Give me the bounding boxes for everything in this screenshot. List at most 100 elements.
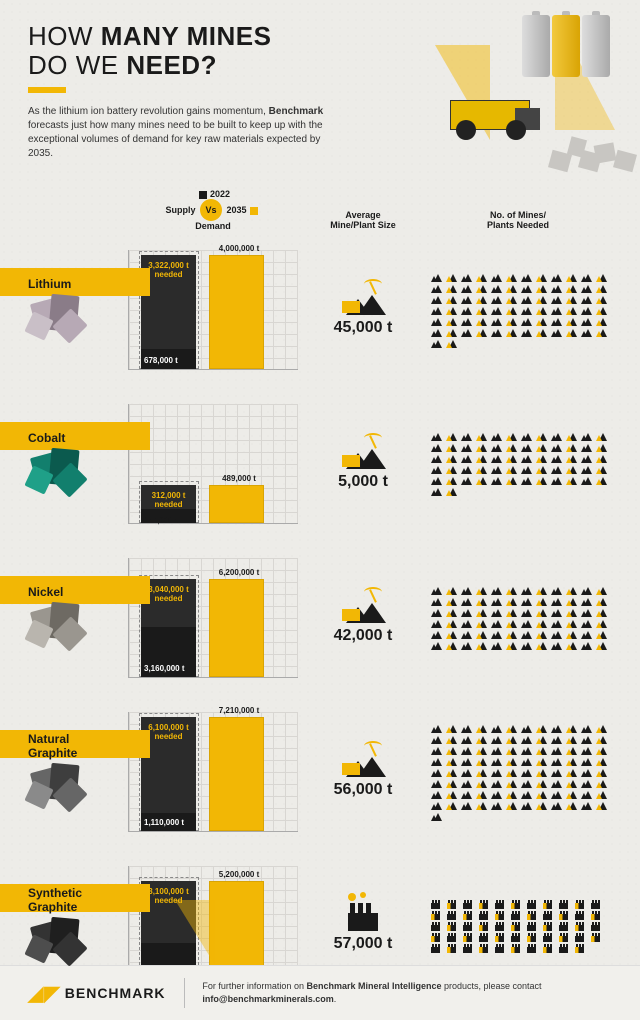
mine-unit-icon <box>518 453 532 463</box>
mine-unit-icon <box>518 596 532 606</box>
title-frag: HOW <box>28 21 101 51</box>
mine-unit-icon <box>548 475 562 485</box>
mine-unit-icon <box>443 453 457 463</box>
brand-logo: ◢◤ BENCHMARK <box>28 981 166 1006</box>
mine-unit-icon <box>578 767 592 777</box>
mine-unit-icon <box>443 640 457 650</box>
mine-unit-icon <box>563 453 577 463</box>
mine-unit-icon <box>578 585 592 595</box>
mine-unit-icon <box>578 475 592 485</box>
mine-unit-icon <box>428 327 442 337</box>
mine-unit-icon <box>488 453 502 463</box>
mine-unit-icon <box>518 442 532 452</box>
mine-unit-icon <box>503 442 517 452</box>
mine-unit-icon <box>458 431 472 441</box>
label-supply: 678,000 t <box>144 356 178 365</box>
legend-demand-swatch <box>250 207 258 215</box>
mine-unit-icon <box>593 327 607 337</box>
plant-unit-icon <box>508 910 523 920</box>
mine-unit-icon <box>533 767 547 777</box>
mine-unit-icon <box>548 618 562 628</box>
mine-unit-icon <box>458 305 472 315</box>
mine-unit-icon <box>443 316 457 326</box>
mine-unit-icon <box>473 800 487 810</box>
mine-unit-icon <box>473 431 487 441</box>
mine-unit-icon <box>458 756 472 766</box>
mine-unit-icon <box>443 486 457 496</box>
mine-unit-icon <box>533 316 547 326</box>
plant-unit-icon <box>428 899 443 909</box>
mine-unit-icon <box>488 475 502 485</box>
mine-unit-icon <box>503 767 517 777</box>
mine-unit-icon <box>548 305 562 315</box>
plant-unit-icon <box>508 899 523 909</box>
mine-unit-icon <box>563 789 577 799</box>
mine-unit-icon <box>488 464 502 474</box>
plant-unit-icon <box>540 943 555 953</box>
mine-unit-icon <box>548 756 562 766</box>
legend-supply-swatch <box>199 191 207 199</box>
plant-unit-icon <box>524 932 539 942</box>
mine-unit-icon <box>503 596 517 606</box>
mine-unit-icon <box>473 629 487 639</box>
mine-unit-icon <box>593 800 607 810</box>
mine-unit-icon <box>533 453 547 463</box>
mine-unit-icon <box>563 431 577 441</box>
mine-unit-icon <box>563 618 577 628</box>
mine-unit-icon <box>428 607 442 617</box>
mine-unit-icon <box>593 272 607 282</box>
mine-unit-icon <box>578 327 592 337</box>
mine-unit-icon <box>593 734 607 744</box>
mine-unit-icon <box>428 734 442 744</box>
mine-unit-icon <box>503 789 517 799</box>
mine-size: 45,000 t <box>298 283 428 337</box>
mine-unit-icon <box>503 464 517 474</box>
mine-unit-icon <box>473 316 487 326</box>
mine-icon <box>340 437 386 469</box>
mine-unit-icon <box>503 327 517 337</box>
mine-unit-icon <box>473 778 487 788</box>
mine-unit-icon <box>473 585 487 595</box>
plant-unit-icon <box>476 910 491 920</box>
mine-unit-icon <box>458 800 472 810</box>
mine-unit-icon <box>578 800 592 810</box>
mine-unit-icon <box>443 767 457 777</box>
bar-demand <box>209 255 264 369</box>
mine-size: 42,000 t <box>298 591 428 645</box>
mine-unit-icon <box>578 607 592 617</box>
mine-unit-icon <box>593 789 607 799</box>
plant-unit-icon <box>588 932 603 942</box>
plant-unit-icon <box>476 899 491 909</box>
mine-unit-icon <box>458 734 472 744</box>
mine-unit-icon <box>428 767 442 777</box>
mine-unit-icon <box>578 316 592 326</box>
mine-unit-icon <box>563 607 577 617</box>
title-frag-bold: NEED? <box>126 50 217 80</box>
mine-unit-icon <box>458 475 472 485</box>
material-name: Cobalt <box>28 431 128 445</box>
supply-demand-chart: 3,322,000 t needed678,000 t4,000,000 t <box>128 250 298 370</box>
mine-unit-icon <box>488 723 502 733</box>
rock-icon <box>28 918 88 966</box>
mine-unit-icon <box>563 475 577 485</box>
mine-unit-icon <box>548 585 562 595</box>
mine-unit-icon <box>578 640 592 650</box>
material-row: Nickel3,040,000 t needed3,160,000 t6,200… <box>28 543 612 693</box>
mine-unit-icon <box>518 283 532 293</box>
mine-unit-icon <box>473 723 487 733</box>
mine-unit-icon <box>458 442 472 452</box>
mine-unit-icon <box>518 316 532 326</box>
plant-unit-icon <box>460 899 475 909</box>
mine-unit-icon <box>473 640 487 650</box>
mine-unit-icon <box>578 283 592 293</box>
mine-unit-icon <box>593 283 607 293</box>
mine-unit-icon <box>548 629 562 639</box>
mine-unit-icon <box>548 789 562 799</box>
plant-unit-icon <box>492 921 507 931</box>
mine-unit-icon <box>563 585 577 595</box>
mine-unit-icon <box>563 734 577 744</box>
mine-unit-icon <box>458 618 472 628</box>
mine-unit-icon <box>548 745 562 755</box>
mine-unit-icon <box>563 756 577 766</box>
mine-unit-icon <box>548 723 562 733</box>
